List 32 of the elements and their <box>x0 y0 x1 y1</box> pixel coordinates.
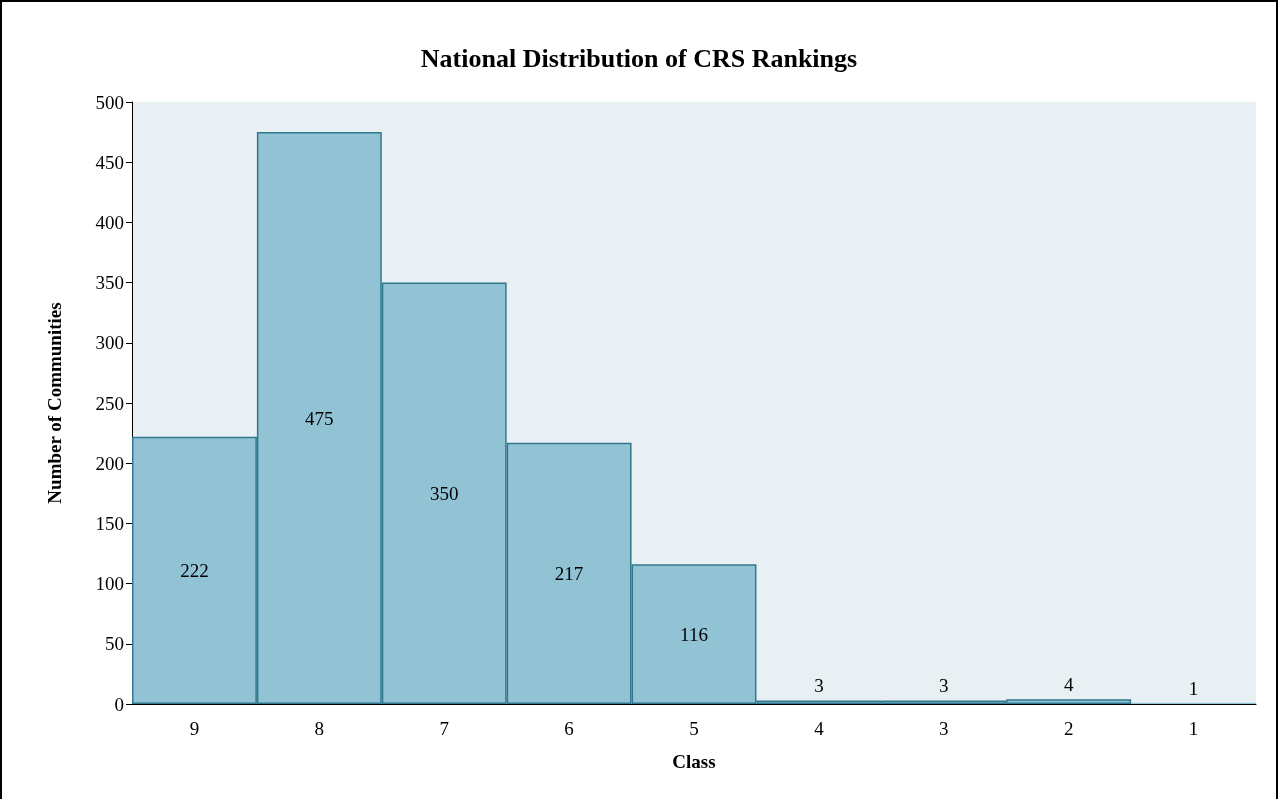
y-tick-label: 300 <box>95 332 124 354</box>
data-label: 350 <box>429 482 459 504</box>
x-tick-label: 9 <box>189 718 200 739</box>
y-tick-label: 350 <box>95 272 124 294</box>
x-tick-label: 7 <box>439 718 449 739</box>
x-tick-label: 1 <box>1188 718 1199 739</box>
chart-title: National Distribution of CRS Rankings <box>420 43 858 73</box>
data-label: 475 <box>305 407 334 429</box>
y-axis-title: Number of Communities <box>44 302 65 504</box>
x-tick-label: 2 <box>1063 718 1074 739</box>
data-label: 116 <box>680 623 708 645</box>
x-tick-label: 4 <box>814 718 825 739</box>
x-tick-label: 8 <box>314 718 325 739</box>
y-tick-label: 50 <box>105 633 124 655</box>
data-label: 222 <box>180 559 209 581</box>
y-tick-label: 100 <box>95 573 124 595</box>
y-tick-label: 0 <box>114 693 124 715</box>
y-tick-label: 150 <box>95 512 124 534</box>
data-label: 3 <box>939 675 949 697</box>
data-label: 3 <box>814 675 824 697</box>
y-tick-label: 500 <box>95 91 124 113</box>
data-label: 1 <box>1188 677 1199 699</box>
y-tick-label: 200 <box>95 452 124 474</box>
x-tick-label: 3 <box>939 718 949 739</box>
y-tick-label: 450 <box>95 151 124 173</box>
data-label: 4 <box>1063 674 1074 696</box>
x-axis-title: Class <box>672 751 716 772</box>
y-tick-label: 400 <box>95 211 124 233</box>
x-tick-label: 6 <box>564 718 574 739</box>
data-label: 217 <box>554 562 584 584</box>
x-tick-label: 5 <box>689 718 699 739</box>
y-tick-label: 250 <box>95 392 124 414</box>
